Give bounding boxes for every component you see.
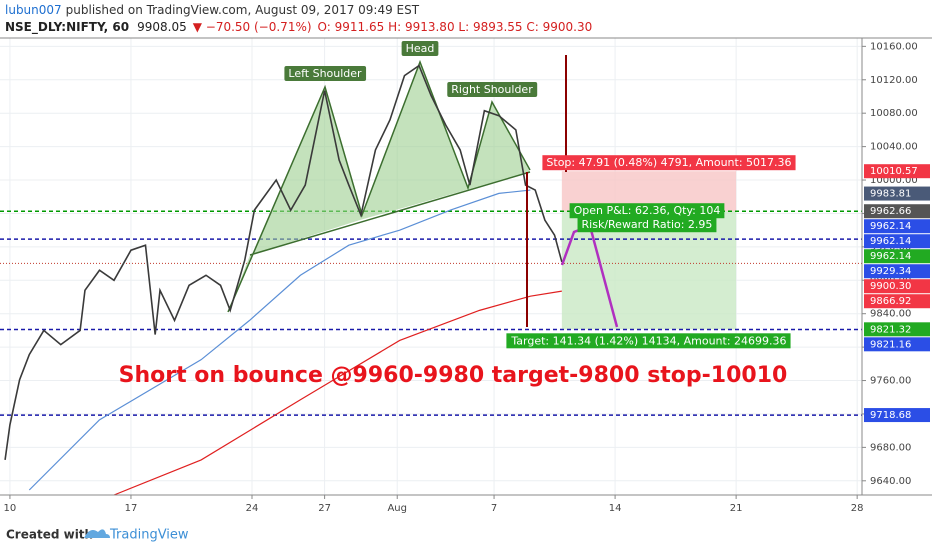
price-tag [864, 322, 930, 337]
price-tag-label: 9821.32 [870, 324, 911, 335]
y-tick-label: 10080.00 [870, 108, 918, 119]
y-tick-label: 10040.00 [870, 142, 918, 153]
price-tag-label: 9962.14 [870, 221, 911, 232]
position-label: Stop: 47.91 (0.48%) 4791, Amount: 5017.3… [546, 156, 791, 169]
published: published on TradingView.com, August 09,… [66, 3, 420, 17]
price-tag-label: 9983.81 [870, 189, 911, 200]
last-price: 9908.05 [137, 20, 187, 34]
pattern-label-box [401, 41, 439, 56]
x-tick-label: 28 [851, 503, 864, 514]
price-tag-label: 9821.16 [870, 339, 911, 350]
price-tag-label: 10010.57 [870, 166, 918, 177]
logo [84, 529, 110, 538]
neckline [249, 171, 531, 256]
x-tick-label: 14 [609, 503, 622, 514]
position-label-box [577, 217, 717, 233]
y-tick-label: 10120.00 [870, 75, 918, 86]
position-label: Open P&L: 62.36, Qty: 104 [574, 204, 721, 217]
pattern-label-text: Head [406, 42, 435, 55]
price-tag-label: 9962.14 [870, 236, 911, 247]
pattern-fill [228, 62, 530, 312]
price-tag-label: 9718.68 [870, 410, 911, 421]
position-label-box [506, 333, 791, 349]
price-tag-label: 9900.30 [870, 281, 911, 292]
pattern-label-box [447, 82, 538, 97]
y-tick-label: 10160.00 [870, 41, 918, 52]
price-tag-label: 9866.92 [870, 296, 911, 307]
x-tick-label: 7 [491, 503, 497, 514]
y-tick-label: 9840.00 [870, 309, 911, 320]
price-tag [864, 294, 930, 309]
symbol-line: NSE_DLY:NIFTY, 60 9908.05 ▼ −70.50 (−0.71%… [5, 20, 592, 35]
y-tick-label: 10000.00 [870, 175, 918, 186]
series-line [113, 290, 562, 496]
position-label-box [542, 155, 796, 171]
price-tag [864, 337, 930, 352]
series-line [28, 189, 531, 491]
price-tag-label: 9929.34 [870, 266, 911, 277]
footer-brand: TradingView [109, 528, 189, 543]
price-tag [864, 164, 930, 179]
y-tick-label: 9680.00 [870, 442, 911, 453]
ohlc: O: 9911.65 H: 9913.80 L: 9893.55 C: 9900… [318, 20, 593, 34]
pattern-label-text: Right Shoulder [451, 83, 533, 96]
position-label-box [569, 203, 725, 219]
price-tag [864, 204, 930, 219]
y-tick-label: 9760.00 [870, 376, 911, 387]
pattern-label-text: Left Shoulder [288, 67, 362, 80]
x-tick-label: 24 [246, 503, 259, 514]
price-tag [864, 234, 930, 249]
y-tick-label: 9640.00 [870, 476, 911, 487]
x-tick-label: 21 [730, 503, 743, 514]
x-tick-label: Aug [387, 503, 407, 514]
price-tag-label: 9962.14 [870, 251, 911, 262]
pattern-drawing [227, 59, 531, 313]
x-tick-label: 17 [125, 503, 138, 514]
price-tag [864, 279, 930, 294]
author: lubun007 [5, 3, 62, 17]
position-label: Target: 141.34 (1.42%) 14134, Amount: 24… [510, 334, 786, 347]
pattern-outline [227, 59, 531, 313]
symbol: NSE_DLY:NIFTY, 60 [5, 20, 129, 35]
price-tag-label: 9962.66 [870, 206, 911, 217]
position-label: Risk/Reward Ratio: 2.95 [582, 218, 713, 231]
series-line [4, 64, 563, 461]
change: ▼ −70.50 (−0.71%) [193, 20, 312, 34]
header-line: lubun007 published on TradingView.com, Au… [5, 3, 420, 17]
pattern-label-box [284, 66, 367, 81]
price-tag [864, 249, 930, 264]
footer-created: Created with [6, 528, 93, 542]
price-tag [864, 408, 930, 423]
chart-title: Short on bounce @9960-9980 target-9800 s… [119, 363, 788, 388]
x-tick-label: 27 [318, 503, 331, 514]
x-tick-label: 10 [4, 503, 17, 514]
price-tag [864, 264, 930, 279]
price-tag [864, 219, 930, 234]
price-tag [864, 186, 930, 201]
